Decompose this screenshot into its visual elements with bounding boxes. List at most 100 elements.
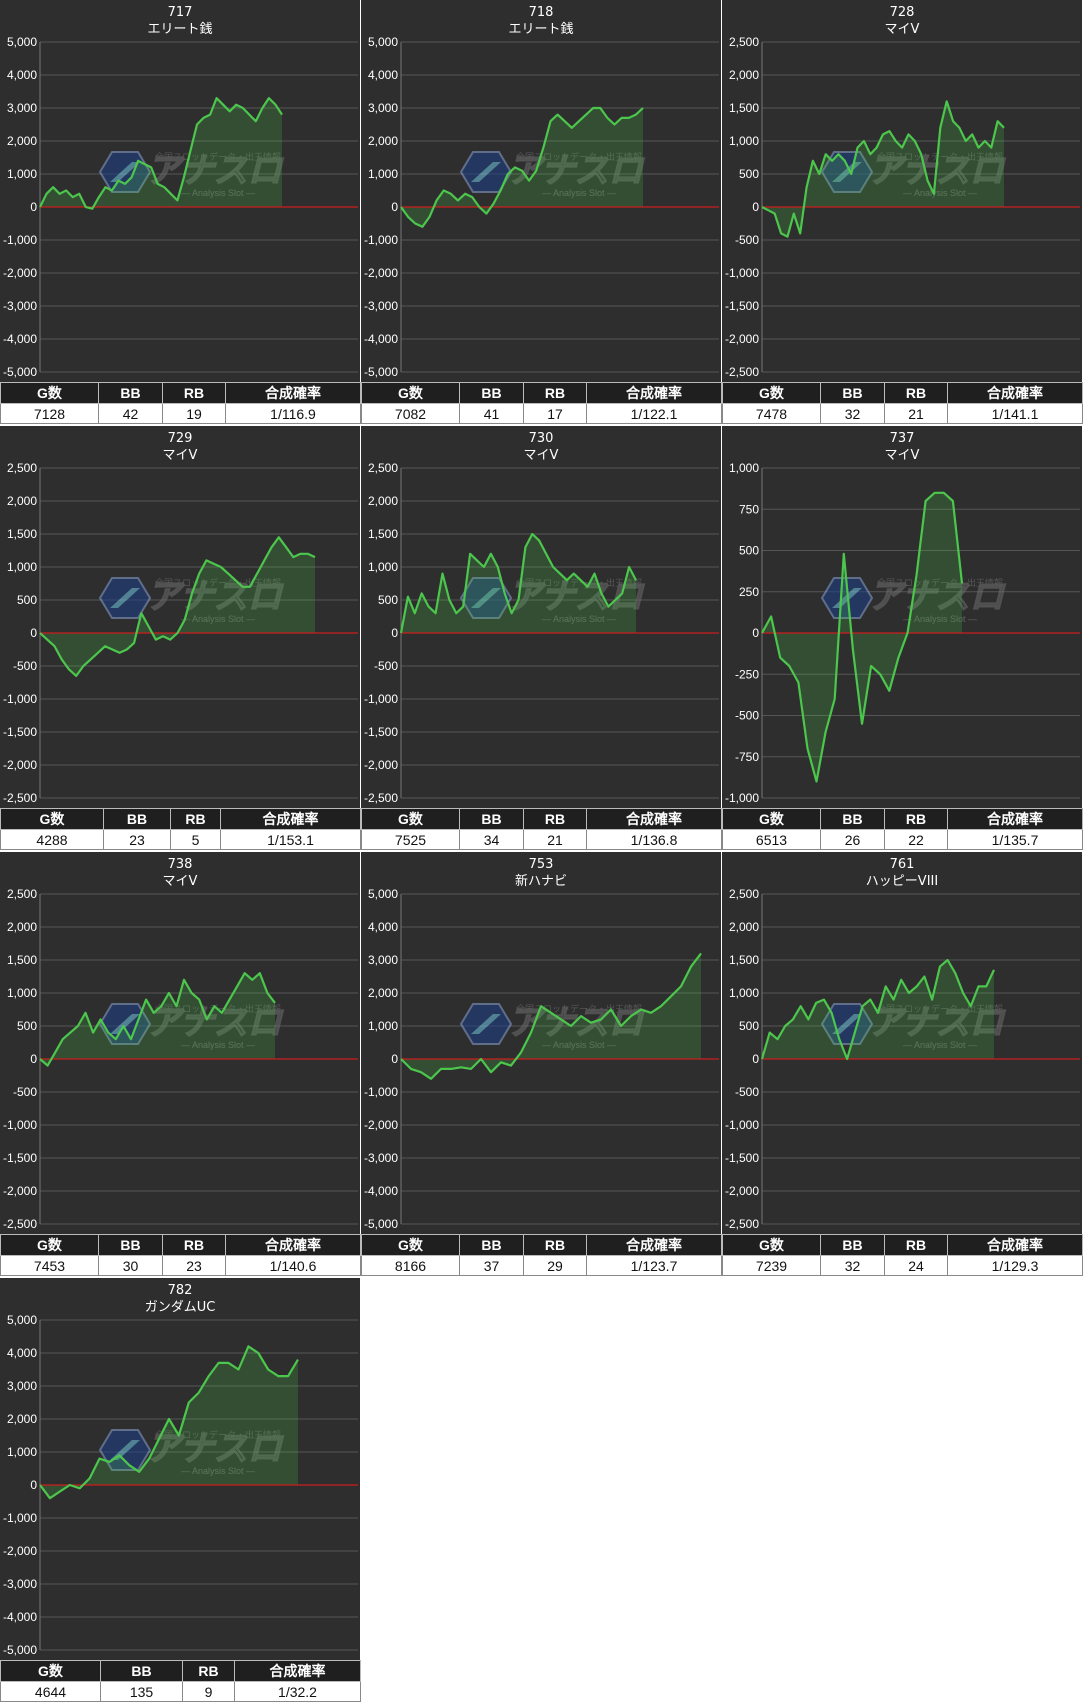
games-value: 7239 [722, 1255, 821, 1276]
rate-value: 1/116.9 [225, 403, 361, 424]
y-tick-label: 0 [752, 200, 759, 214]
y-tick-label: -1,500 [725, 299, 759, 313]
rate-value: 1/153.1 [220, 829, 361, 850]
y-tick-label: 500 [739, 167, 759, 181]
y-tick-label: 5,000 [368, 887, 398, 901]
y-tick-label: -1,000 [364, 1085, 398, 1099]
header-rate: 合成確率 [225, 1234, 361, 1256]
watermark-subtitle: — Analysis Slot — [542, 1040, 616, 1050]
series-area [401, 534, 636, 633]
rb-value: 23 [162, 1255, 226, 1276]
y-tick-label: 2,000 [729, 920, 759, 934]
y-tick-label: -2,000 [3, 1544, 37, 1558]
chart-panel: 5,000 4,000 3,000 2,000 1,000 0 -1,000 -2,000 -3… [361, 852, 721, 1234]
machine-number: 730 [529, 431, 554, 446]
y-tick-label: 0 [391, 1052, 398, 1066]
y-tick-label: -2,000 [3, 1184, 37, 1198]
header-rb: RB [182, 1660, 235, 1682]
series-area [40, 537, 315, 676]
y-tick-label: 4,000 [368, 68, 398, 82]
chart-background [722, 0, 1082, 382]
y-tick-label: 1,000 [7, 986, 37, 1000]
header-games: G数 [0, 382, 99, 404]
stats-table: G数 BB RB 合成確率 7239 32 24 1/129.3 [722, 1234, 1083, 1276]
watermark-slash-icon [110, 162, 140, 182]
y-tick-label: 3,000 [368, 101, 398, 115]
watermark-slash-icon [832, 162, 862, 182]
y-tick-label: -1,000 [725, 791, 759, 805]
y-tick-label: -5,000 [364, 1217, 398, 1231]
bb-value: 30 [98, 1255, 163, 1276]
machine-card: 2,500 2,000 1,500 1,000 500 0 -500 -1,000 -1,500… [0, 426, 361, 851]
header-rate: 合成確率 [225, 382, 361, 404]
machine-name: マイV [163, 448, 198, 463]
chart-background [361, 426, 721, 808]
header-bb: BB [459, 808, 524, 830]
y-tick-label: 4,000 [7, 1346, 37, 1360]
y-tick-label: 2,000 [368, 134, 398, 148]
games-value: 6513 [722, 829, 821, 850]
y-tick-label: 2,000 [7, 134, 37, 148]
rate-value: 1/129.3 [947, 1255, 1083, 1276]
y-tick-label: -500 [735, 233, 759, 247]
y-tick-label: 0 [30, 1052, 37, 1066]
header-rb: RB [884, 808, 948, 830]
machine-name: エリート銭 [508, 22, 573, 37]
series-line [399, 532, 637, 634]
stats-table: G数 BB RB 合成確率 4644 135 9 1/32.2 [0, 1660, 361, 1702]
y-tick-label: 5,000 [368, 35, 398, 49]
chart-background [722, 852, 1082, 1234]
series-line [400, 952, 702, 1080]
watermark-subtitle: — Analysis Slot — [903, 188, 977, 198]
y-tick-label: -1,000 [364, 233, 398, 247]
header-rb: RB [884, 1234, 948, 1256]
y-tick-label: 1,500 [7, 953, 37, 967]
y-tick-label: -1,500 [364, 725, 398, 739]
series-area [40, 98, 282, 209]
series-line [39, 536, 316, 677]
watermark-tagline: 全国スロットデータ・出玉情報 [155, 1429, 281, 1441]
y-tick-label: 2,000 [729, 68, 759, 82]
y-tick-label: 2,500 [368, 461, 398, 475]
watermark-title: アナスロ [146, 151, 283, 191]
y-tick-label: 2,500 [7, 887, 37, 901]
header-games: G数 [361, 808, 460, 830]
y-tick-label: 1,500 [729, 953, 759, 967]
bb-value: 32 [820, 1255, 885, 1276]
y-tick-label: -750 [735, 750, 759, 764]
watermark-title: アナスロ [146, 577, 283, 617]
chart-panel: 1,000 750 500 250 0 -250 -500 -750 -1,000 アナスロ全国ス… [722, 426, 1082, 808]
y-tick-label: -2,000 [725, 332, 759, 346]
header-rb: RB [523, 382, 587, 404]
machine-name: マイV [163, 874, 198, 889]
header-rb: RB [170, 808, 221, 830]
y-tick-label: 1,000 [7, 1445, 37, 1459]
series-line [39, 1345, 299, 1500]
y-tick-label: 500 [739, 1019, 759, 1033]
watermark-title: アナスロ [868, 577, 1005, 617]
y-tick-label: -4,000 [3, 1610, 37, 1624]
chart-background [361, 0, 721, 382]
stats-table: G数 BB RB 合成確率 7478 32 21 1/141.1 [722, 382, 1083, 424]
y-tick-label: -500 [374, 659, 398, 673]
watermark-slash-icon [832, 1014, 862, 1034]
y-tick-label: 2,000 [7, 920, 37, 934]
y-tick-label: 0 [752, 626, 759, 640]
series-area [762, 101, 1004, 237]
watermark-subtitle: — Analysis Slot — [181, 1466, 255, 1476]
header-rb: RB [523, 1234, 587, 1256]
machine-number: 753 [529, 857, 554, 872]
header-bb: BB [459, 382, 524, 404]
stats-table: G数 BB RB 合成確率 4288 23 5 1/153.1 [0, 808, 361, 850]
header-bb: BB [98, 1234, 163, 1256]
header-rate: 合成確率 [234, 1660, 361, 1682]
machine-card: 2,500 2,000 1,500 1,000 500 0 -500 -1,000 -1,500… [722, 0, 1083, 425]
chart-panel: 2,500 2,000 1,500 1,000 500 0 -500 -1,000 -1,500… [0, 426, 360, 808]
machine-card: 1,000 750 500 250 0 -250 -500 -750 -1,000 アナスロ 全国ス… [722, 426, 1083, 851]
y-tick-label: -3,000 [364, 299, 398, 313]
y-tick-label: -1,000 [364, 692, 398, 706]
machine-number: 717 [168, 5, 193, 20]
